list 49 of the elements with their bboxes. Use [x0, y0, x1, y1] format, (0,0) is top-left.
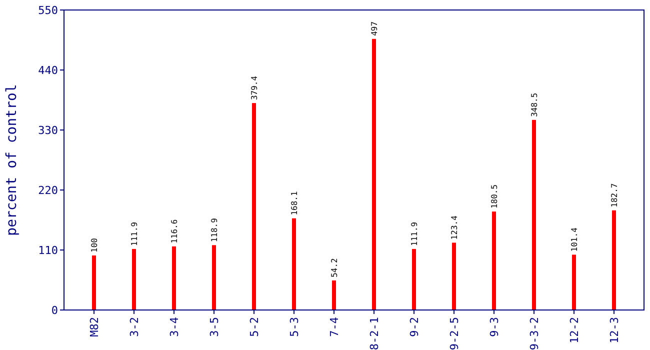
x-tick-label: 3-4	[168, 316, 181, 337]
y-tick-label: 440	[38, 64, 58, 77]
y-tick-label: 550	[38, 4, 58, 17]
x-tick-label: 5-3	[288, 317, 301, 337]
y-axis-title: percent of control	[4, 84, 20, 236]
data-label: 379.4	[250, 76, 259, 100]
x-tick-label: 8-2-1	[368, 317, 381, 350]
data-label: 168.1	[290, 191, 299, 216]
y-tick-label: 0	[51, 304, 58, 317]
bar	[92, 255, 96, 310]
data-label: 111.9	[410, 222, 419, 246]
x-tick-label: 3-5	[208, 317, 221, 337]
bar	[572, 254, 576, 310]
data-label: 180.5	[490, 184, 499, 209]
bar	[532, 120, 536, 310]
bar	[332, 280, 336, 310]
bar	[292, 218, 296, 310]
bar	[372, 38, 376, 310]
data-label: 118.9	[210, 218, 219, 242]
bar	[212, 245, 216, 310]
bar	[412, 248, 416, 310]
x-tick-label: 9-2-5	[448, 317, 461, 350]
x-tick-label: 9-2	[408, 317, 421, 337]
x-tick-label: 9-3-2	[528, 317, 541, 350]
data-label: 101.4	[570, 227, 579, 252]
y-tick-label: 220	[38, 184, 58, 197]
y-tick-label: 330	[38, 124, 58, 137]
data-label: 116.6	[170, 219, 179, 244]
data-label: 111.9	[130, 222, 139, 246]
x-tick-label: M82	[88, 317, 101, 337]
bar	[612, 210, 616, 310]
x-tick-label: 5-2	[248, 317, 261, 337]
x-tick-label: 9-3	[488, 317, 501, 337]
data-label: 100	[90, 238, 99, 252]
x-tick-label: 12-3	[608, 317, 621, 344]
y-tick-label: 110	[38, 244, 58, 257]
data-label: 348.5	[530, 92, 539, 117]
x-tick-label: 12-2	[568, 317, 581, 344]
bar	[492, 212, 496, 310]
data-label: 123.4	[450, 215, 459, 240]
bar	[452, 242, 456, 310]
x-tick-label: 3-2	[128, 317, 141, 337]
x-tick-label: 7-4	[328, 316, 341, 337]
data-label: 497	[370, 21, 379, 36]
bar	[132, 248, 136, 310]
bar	[172, 246, 176, 310]
bar	[252, 103, 256, 310]
data-label: 54.2	[330, 258, 339, 278]
data-label: 182.7	[610, 183, 619, 208]
